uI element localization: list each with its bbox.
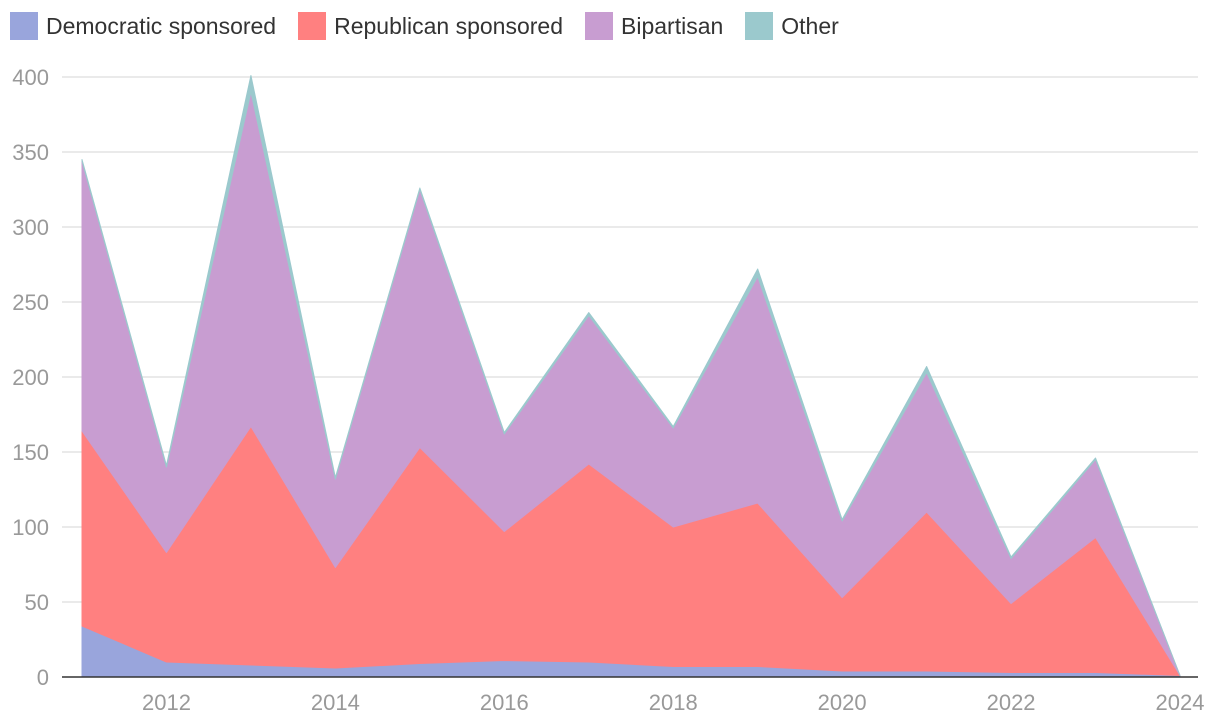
axes: 0 50 100 150 200 250 300 350 400 2012 2014 2016 2018… [12, 65, 1204, 715]
x-tick-label: 2022 [987, 690, 1036, 715]
y-tick-label: 50 [25, 590, 49, 615]
y-tick-label: 250 [12, 290, 49, 315]
legend-label-other: Other [781, 12, 839, 39]
x-tick-label: 2020 [818, 690, 867, 715]
x-tick-label: 2018 [649, 690, 698, 715]
x-tick-label: 2016 [480, 690, 529, 715]
y-tick-label: 300 [12, 215, 49, 240]
y-tick-label: 200 [12, 365, 49, 390]
legend-swatch-other [745, 12, 774, 40]
legend-label-democratic: Democratic sponsored [46, 12, 277, 39]
y-tick-label: 400 [12, 65, 49, 90]
x-tick-label: 2024 [1156, 690, 1205, 715]
y-tick-label: 0 [37, 665, 49, 690]
area-series-other[interactable] [81, 75, 1181, 676]
y-tick-label: 100 [12, 515, 49, 540]
y-tick-label: 350 [12, 140, 49, 165]
legend-swatch-bipartisan [585, 12, 613, 40]
x-tick-label: 2014 [311, 690, 360, 715]
legend-swatch-democratic [10, 12, 38, 40]
legend-item-bipartisan[interactable]: Bipartisan [585, 12, 723, 40]
legend-label-bipartisan: Bipartisan [621, 12, 724, 39]
legend-swatch-republican [298, 12, 327, 40]
legend-item-republican[interactable]: Republican sponsored [298, 12, 563, 40]
legend-label-republican: Republican sponsored [334, 12, 563, 39]
legend: Democratic sponsored Republican sponsore… [10, 10, 839, 42]
legend-item-other[interactable]: Other [745, 12, 839, 40]
series-areas [81, 75, 1181, 678]
legend-item-democratic[interactable]: Democratic sponsored [10, 12, 276, 40]
y-tick-label: 150 [12, 440, 49, 465]
x-tick-label: 2012 [142, 690, 191, 715]
